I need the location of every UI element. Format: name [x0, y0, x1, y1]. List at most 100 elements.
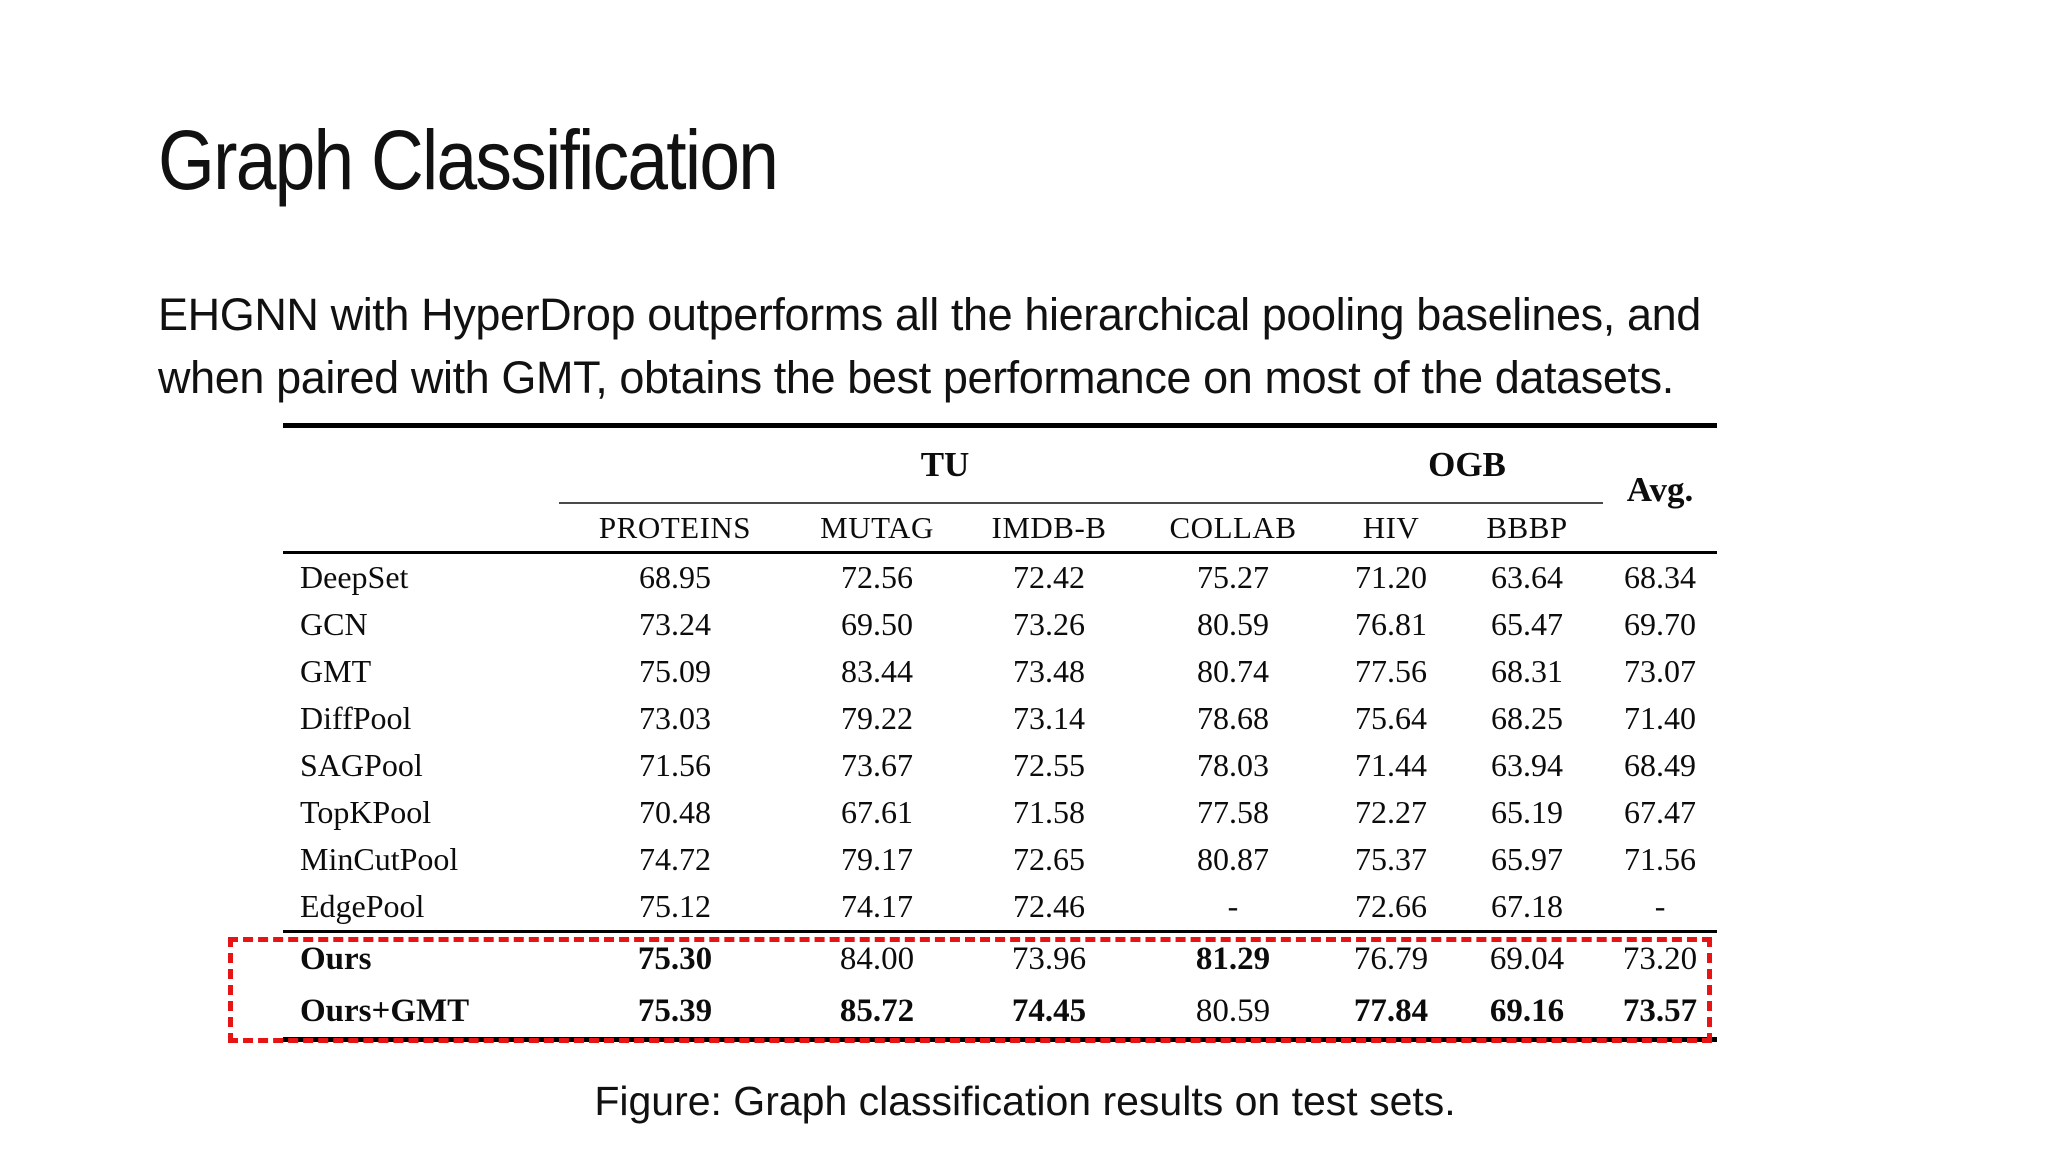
table-cell: 75.27 — [1197, 559, 1269, 595]
table-row: GCN 73.24 69.50 73.26 80.59 76.81 65.47 69.70 — [283, 601, 1717, 648]
table-cell: 73.14 — [1013, 700, 1085, 736]
results-table: TU OGB Avg. PROTEINS MUTAG IMDB-B COLLAB… — [228, 423, 1718, 1043]
table-cell: 73.57 — [1622, 992, 1698, 1029]
table-cell: 65.47 — [1491, 606, 1563, 642]
row-label: GMT — [300, 653, 372, 689]
table-row: DeepSet 68.95 72.56 72.42 75.27 71.20 63.64 68.… — [283, 553, 1717, 602]
baseline-rows: DeepSet 68.95 72.56 72.42 75.27 71.20 63.64 68.… — [283, 553, 1717, 932]
column-header-imdb-b: IMDB-B — [963, 503, 1135, 554]
table-cell: 65.97 — [1491, 841, 1563, 877]
table-cell: 72.27 — [1355, 794, 1427, 830]
table-cell: - — [1227, 888, 1239, 924]
row-label: EdgePool — [300, 888, 425, 924]
column-header-proteins: PROTEINS — [559, 503, 791, 554]
table-cell: 73.03 — [639, 700, 711, 736]
table-row: TopKPool 70.48 67.61 71.58 77.58 72.27 65.19 67… — [283, 789, 1717, 836]
corner-cell — [283, 425, 559, 554]
table-cell: 74.45 — [1011, 992, 1087, 1029]
table-cell: 80.74 — [1197, 653, 1269, 689]
table-cell: 85.72 — [839, 992, 915, 1029]
table-cell: 73.96 — [963, 930, 1135, 985]
table-cell: 75.12 — [639, 888, 711, 924]
table-row: DiffPool 73.03 79.22 73.14 78.68 75.64 68.25 71… — [283, 695, 1717, 742]
slide-title: Graph Classification — [158, 113, 779, 207]
table-cell: 73.20 — [1603, 930, 1718, 985]
row-label: Ours+GMT — [300, 992, 470, 1029]
table-row: SAGPool 71.56 73.67 72.55 78.03 71.44 63.94 68.… — [283, 742, 1717, 789]
group-header-tu: TU — [559, 425, 1331, 504]
table-cell: 72.56 — [841, 559, 913, 595]
subtitle-line-2: when paired with GMT, obtains the best p… — [158, 352, 1674, 403]
table-cell: 71.20 — [1355, 559, 1427, 595]
row-label: SAGPool — [300, 747, 423, 783]
table-cell: 77.56 — [1355, 653, 1427, 689]
table-cell: 72.66 — [1355, 888, 1427, 924]
table-cell: 67.47 — [1624, 794, 1697, 830]
table-cell: 69.04 — [1451, 930, 1604, 985]
table-cell: 73.26 — [1013, 606, 1085, 642]
table-row: Ours+GMT 75.39 85.72 74.45 80.59 77.84 69.16 73… — [283, 985, 1717, 1040]
table-row: EdgePool 75.12 74.17 72.46 - 72.66 67.18 - — [283, 883, 1717, 932]
table-row: MinCutPool 74.72 79.17 72.65 80.87 75.37 65.97… — [283, 836, 1717, 883]
table-cell: 73.07 — [1624, 653, 1697, 689]
table-cell: 70.48 — [639, 794, 711, 830]
table-cell: 80.87 — [1197, 841, 1269, 877]
table-cell: 67.61 — [841, 794, 913, 830]
table-row: GMT 75.09 83.44 73.48 80.74 77.56 68.31 73.07 — [283, 648, 1717, 695]
table-cell: 71.56 — [639, 747, 711, 783]
table-cell: 78.03 — [1197, 747, 1269, 783]
table-cell: 76.79 — [1331, 930, 1451, 985]
table-cell: 77.58 — [1197, 794, 1269, 830]
table-cell: 71.40 — [1624, 700, 1697, 736]
table-cell: 80.59 — [1195, 992, 1271, 1029]
table-cell: 75.09 — [639, 653, 711, 689]
column-header-mutag: MUTAG — [791, 503, 963, 554]
table-cell: 69.70 — [1624, 606, 1697, 642]
table-cell: 75.30 — [559, 930, 791, 985]
table-cell: 81.29 — [1135, 930, 1331, 985]
highlighted-rows: Ours 75.30 84.00 73.96 81.29 76.79 69.04 73.20 O… — [283, 930, 1718, 1040]
figure-caption: Figure: Graph classification results on … — [594, 1078, 1456, 1124]
table-cell: 72.42 — [1013, 559, 1085, 595]
table-cell: 75.39 — [637, 992, 713, 1029]
table-cell: 68.49 — [1624, 747, 1697, 783]
column-header-bbbp: BBBP — [1451, 503, 1604, 554]
column-header-row: PROTEINS MUTAG IMDB-B COLLAB HIV BBBP — [283, 503, 1717, 554]
table-cell: 63.64 — [1491, 559, 1563, 595]
table-cell: 83.44 — [841, 653, 913, 689]
table-cell: 68.31 — [1491, 653, 1563, 689]
table-cell: 84.00 — [791, 930, 963, 985]
table-cell: 63.94 — [1491, 747, 1563, 783]
table-header: TU OGB Avg. PROTEINS MUTAG IMDB-B COLLAB… — [283, 425, 1718, 554]
table-cell: 76.81 — [1355, 606, 1427, 642]
row-label: Ours — [283, 930, 559, 985]
table-cell: 72.46 — [1013, 888, 1085, 924]
table-cell: 71.44 — [1355, 747, 1427, 783]
table-cell: 79.17 — [841, 841, 913, 877]
table-cell: 75.37 — [1355, 841, 1427, 877]
table-cell: 68.25 — [1491, 700, 1563, 736]
table-row: Ours 75.30 84.00 73.96 81.29 76.79 69.04 73.20 — [283, 930, 1718, 985]
table-cell: 69.16 — [1489, 992, 1565, 1029]
table-cell: 78.68 — [1197, 700, 1269, 736]
table-cell: 77.84 — [1353, 992, 1429, 1029]
table-cell: 72.55 — [1013, 747, 1085, 783]
table-cell: 68.34 — [1624, 559, 1697, 595]
group-header-row: TU OGB Avg. — [283, 425, 1718, 554]
column-header-collab: COLLAB — [1135, 503, 1331, 554]
table-cell: 72.65 — [1013, 841, 1085, 877]
table-cell: 69.50 — [841, 606, 913, 642]
group-header-ogb: OGB — [1331, 425, 1604, 504]
row-label: DiffPool — [300, 700, 412, 736]
table-cell: 67.18 — [1491, 888, 1563, 924]
table-cell: 71.56 — [1624, 841, 1697, 877]
table-cell: 79.22 — [841, 700, 913, 736]
row-label: DeepSet — [300, 559, 409, 595]
table-cell: 65.19 — [1491, 794, 1563, 830]
table-cell: 74.72 — [639, 841, 711, 877]
column-header-hiv: HIV — [1331, 503, 1451, 554]
table-cell: 75.64 — [1355, 700, 1427, 736]
results-table-grid: TU OGB Avg. PROTEINS MUTAG IMDB-B COLLAB… — [283, 423, 1718, 1042]
table-cell: 80.59 — [1197, 606, 1269, 642]
